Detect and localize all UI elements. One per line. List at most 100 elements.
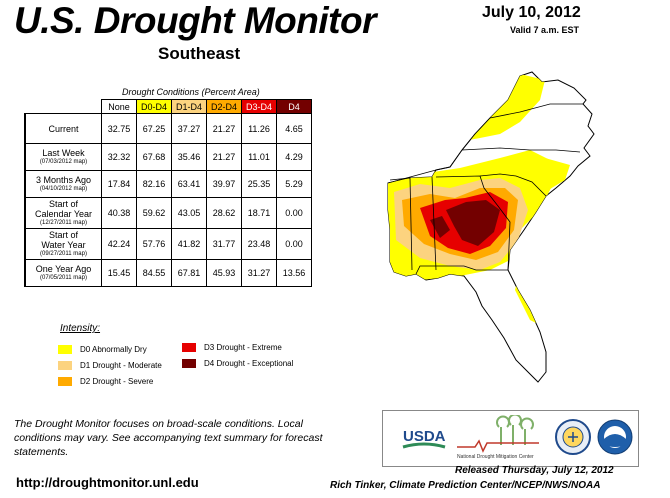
state-borders [387, 103, 583, 275]
table-cell: 17.84 [101, 170, 137, 198]
legend-swatch-d3 [182, 343, 196, 352]
legend-item-d4: D4 Drought - Exceptional [182, 359, 293, 368]
row-label-date: (07/03/2012 map) [39, 159, 88, 165]
table-cell: 25.35 [241, 170, 277, 198]
legend-item-d3: D3 Drought - Extreme [182, 343, 282, 352]
col-header-d2-d4: D2-D4 [206, 99, 242, 114]
border-al-west [389, 177, 413, 271]
legend-item-d1: D1 Drought - Moderate [58, 361, 162, 370]
table-cell: 15.45 [101, 259, 137, 287]
table-cell: 32.75 [101, 113, 137, 144]
table-cell: 84.55 [136, 259, 172, 287]
table-cell: 5.29 [276, 170, 312, 198]
table-row: One Year Ago (07/05/2011 map) 15.45 84.55 67… [24, 259, 312, 287]
usda-logo-mark: USDA [402, 428, 446, 449]
table-cell: 67.81 [171, 259, 207, 287]
row-label-text: Start of Calendar Year [34, 199, 93, 219]
noaa-logo-icon [597, 419, 633, 455]
row-label: 3 Months Ago (04/10/2012 map) [24, 170, 102, 198]
table-cell: 45.93 [206, 259, 242, 287]
table-cell: 63.41 [171, 170, 207, 198]
col-header-none: None [101, 99, 137, 114]
border-ga-sc [435, 175, 511, 271]
table-title: Drought Conditions (Percent Area) [122, 87, 260, 97]
commerce-seal-icon [555, 419, 591, 455]
table-corner [25, 100, 102, 114]
table-header-row: None D0-D4 D1-D4 D2-D4 D3-D4 D4 [25, 99, 312, 114]
legend-swatch-d2 [58, 377, 72, 386]
table-cell: 37.27 [171, 113, 207, 144]
usda-logo-text: USDA [403, 428, 446, 445]
footer-note: The Drought Monitor focuses on broad-sca… [14, 418, 323, 458]
row-label-text: One Year Ago [35, 264, 92, 274]
legend-swatch-d4 [182, 359, 196, 368]
table-row: Last Week (07/03/2012 map) 32.32 67.68 35.46… [24, 143, 312, 171]
table-cell: 59.62 [136, 197, 172, 229]
table-cell: 11.01 [241, 143, 277, 171]
release-date: Released Thursday, July 12, 2012 [455, 465, 614, 476]
legend-item-d2: D2 Drought - Severe [58, 377, 153, 386]
table-cell: 40.38 [101, 197, 137, 229]
border-al-ga [431, 176, 437, 271]
table-cell: 23.48 [241, 228, 277, 260]
col-header-d0-d4: D0-D4 [136, 99, 172, 114]
table-cell: 4.65 [276, 113, 312, 144]
table-cell: 39.97 [206, 170, 242, 198]
table-cell: 43.05 [171, 197, 207, 229]
row-label: Start of Calendar Year (12/27/2011 map) [24, 197, 102, 229]
drought-areas [388, 74, 570, 330]
table-cell: 35.46 [171, 143, 207, 171]
row-label-text: Current [48, 123, 79, 134]
row-label-date: (04/10/2012 map) [39, 186, 88, 192]
table-cell: 31.77 [206, 228, 242, 260]
row-label-text: Start of Water Year [41, 230, 86, 250]
row-label-date: (07/05/2011 map) [40, 275, 87, 281]
legend-swatch-d0 [58, 345, 72, 354]
table-cell: 82.16 [136, 170, 172, 198]
map-title: U.S. Drought Monitor [14, 0, 377, 41]
row-label-date: (09/27/2011 map) [40, 251, 87, 257]
table-cell: 41.82 [171, 228, 207, 260]
table-row: 3 Months Ago (04/10/2012 map) 17.84 82.16 63… [24, 170, 312, 198]
map-date: July 10, 2012 [482, 4, 581, 21]
col-header-d4: D4 [276, 99, 312, 114]
table-cell: 42.24 [101, 228, 137, 260]
legend-label-d1: D1 Drought - Moderate [80, 361, 162, 370]
row-label: Last Week (07/03/2012 map) [24, 143, 102, 171]
region-name: Southeast [158, 44, 241, 63]
legend-item-d0: D0 Abnormally Dry [58, 345, 147, 354]
legend-swatch-d1 [58, 361, 72, 370]
table-cell: 18.71 [241, 197, 277, 229]
row-label-text: 3 Months Ago [35, 175, 92, 185]
row-label-text: Last Week [42, 148, 85, 158]
table-cell: 32.32 [101, 143, 137, 171]
table-cell: 4.29 [276, 143, 312, 171]
legend-label-d2: D2 Drought - Severe [80, 377, 154, 386]
table-row: Current 32.75 67.25 37.27 21.27 11.26 4.65 [24, 113, 312, 144]
drought-area-d4 [446, 200, 500, 246]
table-cell: 13.56 [276, 259, 312, 287]
ndmc-logo-mark: National Drought Mitigation Center [457, 413, 539, 460]
drought-area-d0-carolinas [510, 158, 570, 198]
website-url: http://droughtmonitor.unl.edu [16, 475, 199, 490]
col-header-d1-d4: D1-D4 [171, 99, 207, 114]
drought-conditions-table: None D0-D4 D1-D4 D2-D4 D3-D4 D4 Current 3… [24, 99, 312, 287]
border-nc-sc [479, 173, 547, 197]
table-cell: 57.76 [136, 228, 172, 260]
table-cell: 21.27 [206, 113, 242, 144]
drought-area-d4-west [430, 216, 450, 238]
table-cell: 31.27 [241, 259, 277, 287]
border-nc-tn [461, 147, 581, 153]
table-cell: 67.68 [136, 143, 172, 171]
author-credit: Rich Tinker, Climate Prediction Center/N… [330, 480, 601, 491]
usda-logo: USDA [401, 421, 447, 453]
drought-map [387, 71, 595, 383]
row-label: Current [24, 113, 102, 144]
partner-logos: USDA National Drought Mitigation Center [382, 410, 639, 467]
ndmc-logo: National Drought Mitigation Center [455, 413, 541, 463]
table-cell: 28.62 [206, 197, 242, 229]
table-cell: 21.27 [206, 143, 242, 171]
table-cell: 67.25 [136, 113, 172, 144]
legend-heading: Intensity: [60, 323, 101, 334]
col-header-d3-d4: D3-D4 [241, 99, 277, 114]
